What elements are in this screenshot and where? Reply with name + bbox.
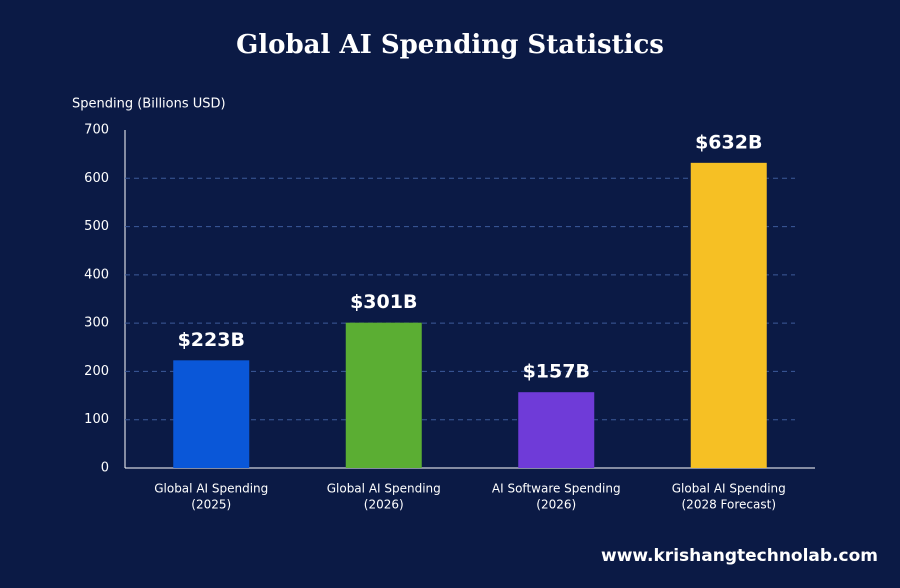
- data-label: $157B: [523, 361, 590, 383]
- x-tick-label: Global AI Spending: [327, 482, 441, 496]
- footer: www.krishangtechnolab.com: [601, 546, 878, 566]
- bar: [518, 392, 595, 468]
- data-label: $301B: [350, 291, 417, 313]
- x-tick-label: AI Software Spending: [492, 482, 621, 496]
- bar: [173, 360, 250, 468]
- x-tick-label: (2025): [191, 498, 231, 512]
- chart-title: Global AI Spending Statistics: [236, 30, 664, 60]
- data-label: $632B: [695, 131, 762, 153]
- x-tick-label: (2026): [364, 498, 404, 512]
- y-tick-label: 700: [84, 123, 109, 138]
- y-axis-label: Spending (Billions USD): [72, 97, 226, 112]
- bar: [690, 162, 767, 468]
- y-tick-label: 500: [84, 219, 109, 234]
- y-tick-label: 300: [84, 316, 109, 331]
- y-tick-label: 100: [84, 412, 109, 427]
- y-tick-label: 200: [84, 364, 109, 379]
- y-tick-label: 0: [101, 461, 109, 476]
- x-tick-label: Global AI Spending: [154, 482, 268, 496]
- y-tick-label: 600: [84, 171, 109, 186]
- x-tick-label: (2028 Forecast): [682, 498, 777, 512]
- y-tick-label: 400: [84, 267, 109, 282]
- x-tick-label: Global AI Spending: [672, 482, 786, 496]
- x-tick-label: (2026): [536, 498, 576, 512]
- bar: [345, 322, 422, 468]
- data-label: $223B: [178, 329, 245, 351]
